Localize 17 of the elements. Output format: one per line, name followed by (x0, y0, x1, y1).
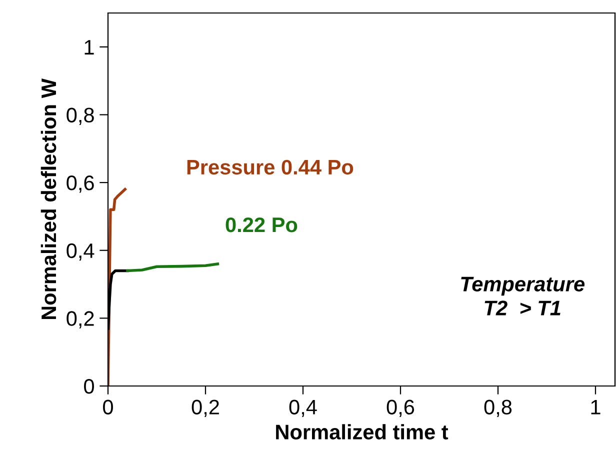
x-tick-label: 0,2 (192, 400, 219, 417)
y-tick-label: 0,6 (66, 176, 94, 193)
y-axis-title: Normalized deflection W (40, 78, 56, 320)
y-tick-label: 0 (84, 379, 94, 394)
y-tick-label: 0,4 (66, 243, 94, 261)
y-tick-label: 0,2 (66, 311, 94, 328)
x-tick-label: 0,6 (386, 400, 414, 417)
annotation: 0.22 Po (226, 217, 298, 232)
x-tick-label: 0,8 (484, 400, 512, 417)
annotation: Pressure 0.44 Po (187, 160, 354, 175)
x-tick-label: 0 (103, 400, 113, 414)
annotation: Temperature T2 > T1 (461, 276, 585, 316)
y-tick-label: 1 (84, 40, 94, 54)
x-axis-title: Normalized time t (276, 424, 448, 440)
y-tick-label: 0,8 (66, 108, 94, 125)
x-tick-label: 1 (591, 400, 600, 414)
x-tick-label: 0,4 (289, 400, 317, 417)
